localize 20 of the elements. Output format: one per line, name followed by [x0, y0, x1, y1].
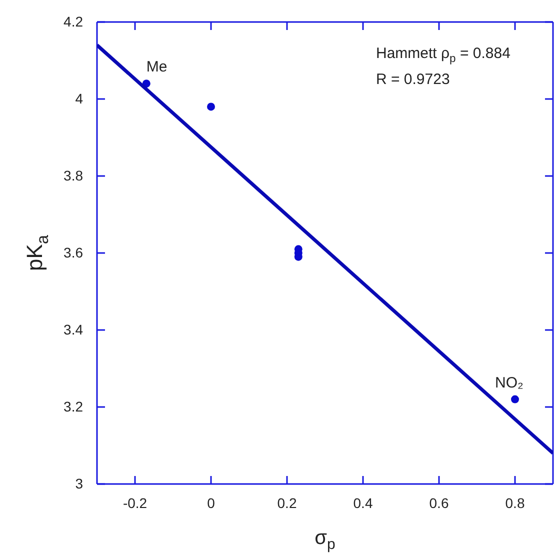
x-tick-label: 0 — [207, 494, 216, 511]
x-tick-label: 0.2 — [277, 494, 297, 511]
point — [207, 102, 215, 111]
annotation: Me — [146, 58, 168, 76]
y-tick-label: 3 — [75, 475, 84, 492]
x-axis-title: σ$_{p}$ — [314, 527, 336, 554]
x-tick-label: 0.6 — [429, 494, 449, 511]
y-tick-label: 3.4 — [64, 321, 84, 338]
annotation: NO₂ — [495, 374, 524, 392]
annotation: R = 0.9723 — [376, 71, 450, 88]
x-tick-label: 0.4 — [353, 494, 373, 511]
y-tick-label: 4.2 — [64, 13, 84, 30]
x-tick-label: 0.8 — [505, 494, 525, 511]
y-tick-label: 3.2 — [64, 398, 84, 414]
annotation: Hammett ρ$_{p}$ = 0.884 — [376, 45, 510, 65]
y-tick-label: 4 — [75, 90, 84, 106]
y-tick-label: 3.6 — [64, 244, 84, 260]
x-tick-label: -0.2 — [122, 494, 148, 511]
point — [511, 395, 519, 404]
y-tick-label: 3.8 — [64, 167, 84, 184]
